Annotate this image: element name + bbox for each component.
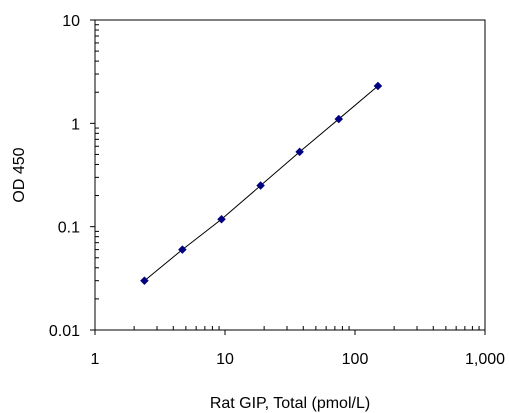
data-point	[334, 114, 344, 124]
x-tick-label: 1	[91, 351, 100, 368]
y-tick-label: 0.01	[49, 323, 80, 340]
data-point	[178, 245, 187, 254]
y-tick-label: 1	[71, 116, 80, 133]
data-point	[373, 81, 383, 91]
axis-ticks	[90, 19, 486, 335]
y-tick-label: 10	[62, 13, 80, 30]
x-tick-label: 100	[342, 351, 369, 368]
y-axis-title: OD 450	[11, 147, 28, 202]
tick-labels: 1 10 100 1,000 0.01 0.1 1 10	[49, 13, 505, 368]
y-tick-label: 0.1	[58, 220, 80, 237]
x-tick-label: 1,000	[465, 351, 505, 368]
data-points	[140, 81, 383, 286]
data-point	[256, 181, 265, 190]
data-point	[217, 214, 226, 224]
x-tick-label: 10	[216, 351, 234, 368]
x-axis-title: Rat GIP, Total (pmol/L)	[210, 395, 370, 412]
data-point	[295, 147, 304, 157]
plot-area-frame	[94, 19, 486, 331]
data-point	[140, 276, 149, 286]
